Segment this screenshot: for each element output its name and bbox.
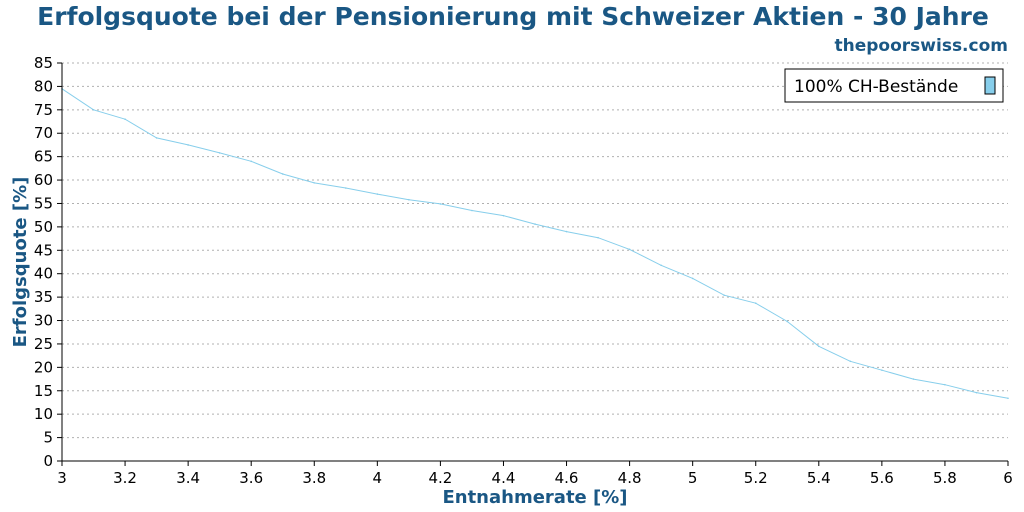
y-tick-label: 15 — [34, 382, 53, 400]
x-tick-label: 3.8 — [302, 469, 326, 487]
y-tick-label: 30 — [34, 312, 53, 330]
y-tick-label: 60 — [34, 171, 53, 189]
y-tick-label: 55 — [34, 194, 53, 212]
x-axis-title: Entnahmerate [%] — [442, 487, 627, 508]
x-tick-label: 4.8 — [618, 469, 642, 487]
data-point — [187, 144, 189, 146]
y-tick-label: 25 — [34, 335, 53, 353]
data-point — [1007, 397, 1009, 400]
y-tick-label: 80 — [34, 77, 53, 95]
data-point — [376, 193, 379, 195]
y-tick-label: 40 — [34, 265, 53, 283]
x-tick-label: 4.2 — [428, 469, 452, 487]
data-point — [786, 320, 789, 323]
data-point — [944, 383, 946, 386]
y-tick-label: 85 — [34, 54, 53, 72]
data-point — [597, 236, 599, 239]
data-point — [155, 137, 158, 139]
grid — [62, 62, 1008, 439]
data-point — [250, 160, 252, 163]
data-point — [723, 294, 725, 297]
data-point — [565, 230, 568, 233]
y-tick-label: 70 — [34, 124, 53, 142]
x-tick-label: 3 — [57, 469, 67, 487]
data-point — [975, 391, 978, 394]
data-point — [218, 152, 221, 154]
y-tick-label: 0 — [43, 452, 53, 470]
data-point — [408, 198, 410, 201]
data-point — [912, 378, 915, 380]
x-tick-label: 5.6 — [870, 469, 894, 487]
x-tick-label: 3.4 — [176, 469, 200, 487]
series-line — [61, 88, 1009, 399]
data-point — [345, 187, 347, 189]
data-point — [849, 360, 852, 363]
data-point — [691, 277, 694, 280]
data-point — [124, 118, 126, 120]
data-point — [471, 209, 473, 212]
x-tick-label: 4 — [373, 469, 383, 487]
y-axis-title: Erfolgsquote [%] — [10, 177, 31, 348]
data-point — [281, 173, 284, 175]
data-point — [92, 109, 95, 111]
y-tick-label: 5 — [43, 429, 53, 447]
data-point — [660, 264, 662, 267]
data-point — [754, 302, 757, 305]
data-point — [502, 214, 505, 217]
chart-title: Erfolgsquote bei der Pensionierung mit S… — [37, 2, 989, 31]
series-layer — [61, 87, 1009, 400]
x-tick-label: 4.4 — [492, 469, 516, 487]
legend-box — [784, 68, 1004, 103]
x-tick-label: 5.2 — [744, 469, 768, 487]
legend-swatch — [984, 76, 996, 95]
legend: 100% CH-Bestände — [784, 68, 1004, 103]
data-point — [534, 223, 536, 225]
data-point — [313, 182, 316, 184]
x-tick-label: 5.8 — [933, 469, 957, 487]
x-tick-label: 5.4 — [807, 469, 831, 487]
y-tick-label: 75 — [34, 101, 53, 119]
x-tick-label: 3.2 — [113, 469, 137, 487]
x-tick-label: 6 — [1003, 469, 1013, 487]
chart-source: thepoorswiss.com — [835, 36, 1009, 56]
x-tick-label: 5 — [688, 469, 698, 487]
y-tick-label: 10 — [34, 405, 53, 423]
data-point — [628, 248, 631, 251]
y-tick-label: 35 — [34, 288, 53, 306]
data-point — [439, 203, 442, 205]
legend-label: 100% CH-Bestände — [794, 77, 958, 97]
y-tick-label: 50 — [34, 218, 53, 236]
data-point — [818, 345, 820, 348]
y-tick-label: 20 — [34, 358, 53, 376]
y-tick-label: 45 — [34, 241, 53, 259]
y-tick-label: 65 — [34, 148, 53, 166]
x-tick-label: 3.6 — [239, 469, 263, 487]
x-tick-label: 4.6 — [555, 469, 579, 487]
data-point — [881, 369, 883, 371]
